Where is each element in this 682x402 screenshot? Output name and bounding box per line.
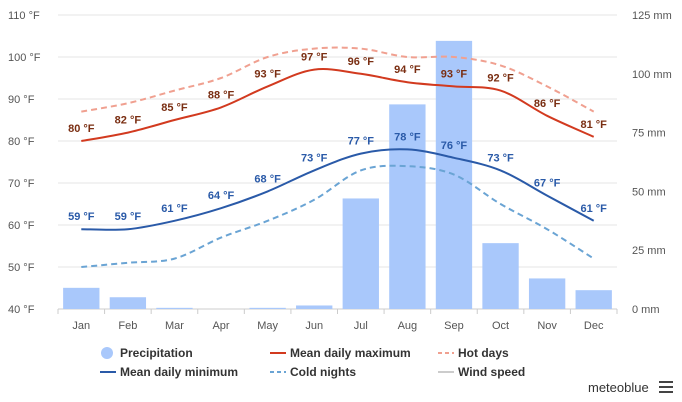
right-axis-tick-label: 75 mm [632, 128, 666, 140]
x-axis-tick-label: Jan [72, 320, 90, 332]
max-temp-label: 92 °F [487, 73, 514, 85]
legend-item-cold-nights[interactable]: Cold nights [270, 365, 356, 379]
precipitation-bar [63, 287, 100, 309]
temperature-data-labels: 80 °F 82 °F 85 °F 88 °F 93 °F 97 °F 96 °F 94 °F… [68, 52, 607, 224]
x-axis-tick-label: Oct [492, 320, 509, 332]
min-temp-label: 59 °F [115, 211, 142, 223]
x-axis-tick-label: Aug [398, 320, 418, 332]
max-temp-label: 94 °F [394, 64, 421, 76]
cold-nights-line [81, 164, 595, 268]
x-axis-tick-label: Nov [537, 320, 557, 332]
precipitation-bar [249, 307, 286, 309]
left-axis-tick-label: 40 °F [8, 304, 35, 316]
right-axis-tick-label: 25 mm [632, 245, 666, 257]
min-temp-label: 61 °F [580, 203, 607, 215]
precipitation-bars [63, 40, 612, 309]
precipitation-bar [156, 307, 193, 309]
legend-label: Mean daily maximum [290, 346, 411, 360]
x-axis-tick-label: Feb [118, 320, 137, 332]
legend-item-mean-daily-maximum[interactable]: Mean daily maximum [270, 346, 411, 360]
max-temp-label: 96 °F [348, 56, 375, 68]
left-axis-tick-label: 90 °F [8, 94, 35, 106]
right-axis-tick-label: 100 mm [632, 69, 672, 81]
temperature-lines [81, 46, 595, 268]
min-temp-label: 68 °F [254, 173, 281, 185]
mean-daily-minimum-line [81, 148, 595, 231]
left-axis: 40 °F 50 °F 60 °F 70 °F 80 °F 90 °F 100 °F 110 … [8, 10, 41, 316]
x-axis-tick-label: Jun [305, 320, 323, 332]
min-temp-label: 73 °F [301, 152, 328, 164]
max-temp-label: 93 °F [254, 68, 281, 80]
left-axis-tick-label: 110 °F [8, 10, 40, 22]
precipitation-bar [342, 198, 379, 309]
x-axis-tick-label: Dec [584, 320, 604, 332]
max-temp-label: 80 °F [68, 123, 95, 135]
max-temp-label: 81 °F [580, 119, 607, 131]
precipitation-bar [482, 243, 519, 309]
min-temp-label: 59 °F [68, 211, 95, 223]
max-temp-label: 85 °F [161, 102, 188, 114]
legend-item-wind-speed[interactable]: Wind speed [438, 365, 525, 379]
x-axis-tick-label: Jul [354, 320, 368, 332]
x-axis-tick-label: Apr [212, 320, 229, 332]
mean-daily-maximum-line [81, 68, 595, 142]
precipitation-bar [109, 297, 147, 309]
x-axis-tick-label: Sep [444, 320, 464, 332]
left-axis-tick-label: 70 °F [8, 178, 35, 190]
min-temp-label: 77 °F [348, 136, 375, 148]
menu-icon[interactable] [659, 381, 673, 393]
legend[interactable]: Precipitation Mean daily maximum Hot days M… [100, 346, 525, 379]
legend-label: Hot days [458, 346, 509, 360]
legend-item-mean-daily-minimum[interactable]: Mean daily minimum [100, 365, 238, 379]
min-temp-label: 61 °F [161, 203, 188, 215]
right-axis: 0 mm 25 mm 50 mm 75 mm 100 mm 125 mm [632, 10, 672, 316]
max-temp-label: 93 °F [441, 68, 468, 80]
min-temp-label: 64 °F [208, 190, 235, 202]
legend-label: Wind speed [458, 365, 525, 379]
x-axis-tick-label: May [257, 320, 278, 332]
legend-label: Cold nights [290, 365, 356, 379]
max-temp-label: 88 °F [208, 89, 235, 101]
right-axis-tick-label: 125 mm [632, 10, 672, 22]
max-temp-label: 86 °F [534, 98, 561, 110]
max-temp-label: 82 °F [115, 115, 142, 127]
right-axis-tick-label: 50 mm [632, 186, 666, 198]
legend-item-hot-days[interactable]: Hot days [438, 346, 509, 360]
left-axis-tick-label: 50 °F [8, 262, 35, 274]
brand-logo-text[interactable]: meteoblue [588, 380, 649, 395]
legend-label: Precipitation [120, 346, 193, 360]
precipitation-bar [296, 305, 333, 309]
min-temp-label: 73 °F [487, 152, 514, 164]
min-temp-label: 67 °F [534, 178, 561, 190]
x-axis: Jan Feb Mar Apr May Jun Jul Aug Sep Oct Nov Dec [57, 309, 618, 332]
right-axis-tick-label: 0 mm [632, 304, 660, 316]
legend-item-precipitation[interactable]: Precipitation [101, 346, 193, 360]
precipitation-bar [389, 104, 426, 309]
left-axis-tick-label: 60 °F [8, 220, 35, 232]
min-temp-label: 76 °F [441, 140, 468, 152]
max-temp-label: 97 °F [301, 52, 328, 64]
legend-symbol [101, 347, 113, 359]
left-axis-tick-label: 80 °F [8, 136, 35, 148]
precipitation-bar [575, 290, 612, 309]
hot-days-line [81, 46, 595, 113]
x-axis-tick-label: Mar [165, 320, 184, 332]
left-axis-tick-label: 100 °F [8, 52, 41, 64]
precipitation-bar [528, 278, 566, 309]
min-temp-label: 78 °F [394, 131, 421, 143]
legend-label: Mean daily minimum [120, 365, 238, 379]
